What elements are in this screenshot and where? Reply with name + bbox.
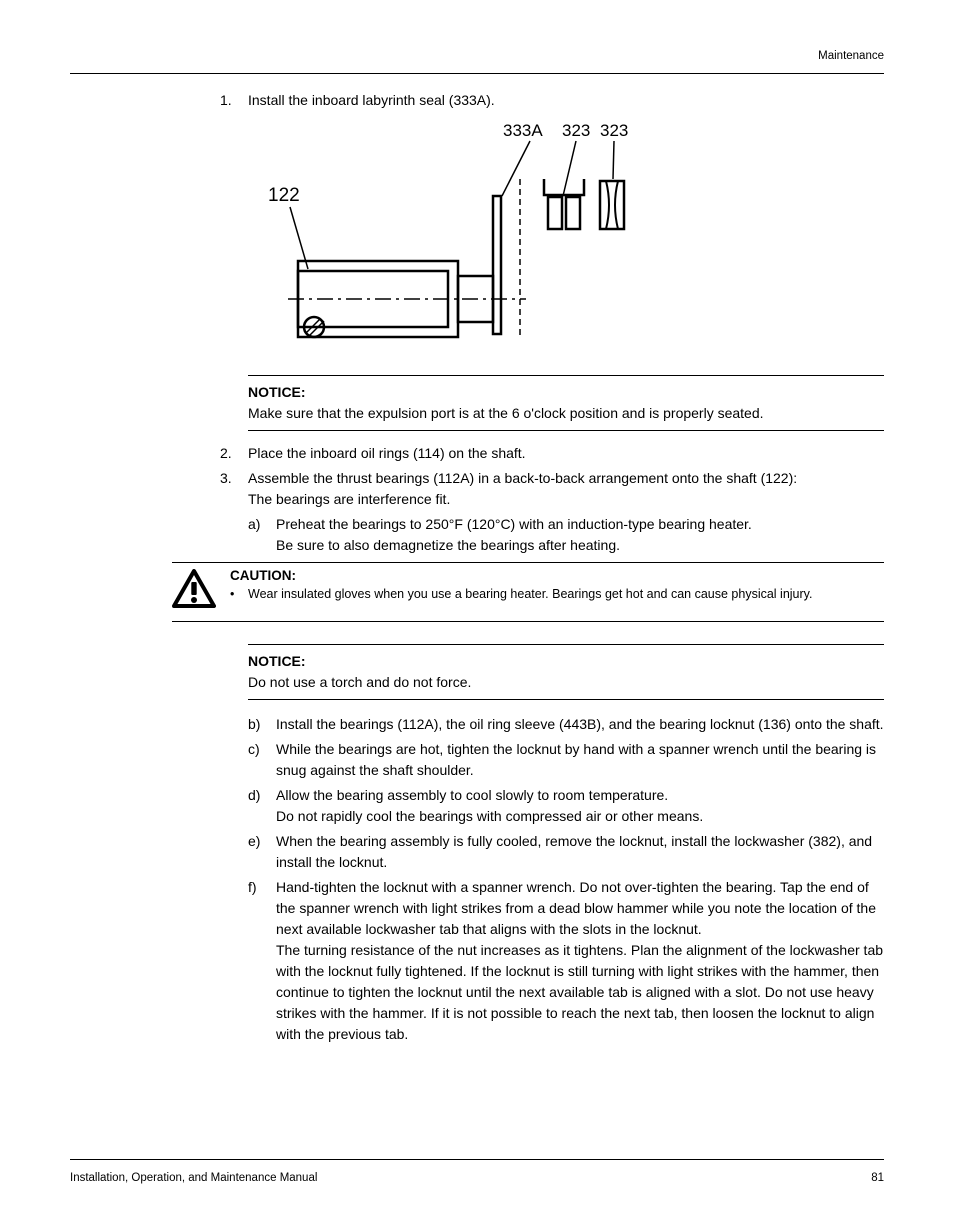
caution-bullet-text: Wear insulated gloves when you use a bea… [248,586,812,604]
step-3-body: Assemble the thrust bearings (112A) in a… [248,468,884,510]
step-3a-letter: a) [248,514,276,556]
step-3c-letter: c) [248,739,276,781]
step-3c: c) While the bearings are hot, tighten t… [248,739,884,781]
diagram-label-323-1: 323 [562,121,590,140]
footer-page-number: 81 [871,1170,884,1187]
step-3c-text: While the bearings are hot, tighten the … [276,739,884,781]
notice-torch: NOTICE: Do not use a torch and do not fo… [248,644,884,700]
notice-1-title: NOTICE: [248,382,884,403]
step-3-text2: The bearings are interference fit. [248,489,884,510]
diagram-label-122: 122 [268,185,300,206]
step-3f: f) Hand-tighten the locknut with a spann… [248,877,884,1045]
notice-1-text: Make sure that the expulsion port is at … [248,403,884,424]
caution-block: CAUTION: • Wear insulated gloves when yo… [172,562,884,622]
step-3d-text2: Do not rapidly cool the bearings with co… [276,806,884,827]
step-3b-letter: b) [248,714,276,735]
step-3a-text2: Be sure to also demagnetize the bearings… [276,535,884,556]
caution-title: CAUTION: [230,567,884,586]
caution-text: CAUTION: • Wear insulated gloves when yo… [230,567,884,603]
step-3: 3. Assemble the thrust bearings (112A) i… [220,468,884,510]
step-1-text: Install the inboard labyrinth seal (333A… [248,90,884,111]
step-1: 1. Install the inboard labyrinth seal (3… [220,90,884,111]
step-2-num: 2. [220,443,248,464]
notice-2-title: NOTICE: [248,651,884,672]
header-text: Maintenance [818,50,884,62]
step-3-text1: Assemble the thrust bearings (112A) in a… [248,468,884,489]
step-3a-body: Preheat the bearings to 250°F (120°C) wi… [276,514,884,556]
step-3a-text1: Preheat the bearings to 250°F (120°C) wi… [276,514,884,535]
footer-left: Installation, Operation, and Maintenance… [70,1170,317,1187]
step-1-num: 1. [220,90,248,111]
notice-2-text: Do not use a torch and do not force. [248,672,884,693]
step-3d-body: Allow the bearing assembly to cool slowl… [276,785,884,827]
step-3b: b) Install the bearings (112A), the oil … [248,714,884,735]
step-3b-text: Install the bearings (112A), the oil rin… [276,714,884,735]
main-content: 1. Install the inboard labyrinth seal (3… [220,90,884,1045]
step-3-num: 3. [220,468,248,510]
diagram-shaft-seal: 333A 323 323 122 [248,121,884,357]
notice-expulsion-port: NOTICE: Make sure that the expulsion por… [248,375,884,431]
diagram-label-323-2: 323 [600,121,628,140]
step-3d: d) Allow the bearing assembly to cool sl… [248,785,884,827]
caution-bullet-row: • Wear insulated gloves when you use a b… [230,586,884,604]
step-3f-letter: f) [248,877,276,1045]
caution-bullet: • [230,586,248,604]
step-3f-text1: Hand-tighten the locknut with a spanner … [276,877,884,940]
step-3a: a) Preheat the bearings to 250°F (120°C)… [248,514,884,556]
step-3d-letter: d) [248,785,276,827]
step-3f-text2: The turning resistance of the nut increa… [276,940,884,1045]
step-3d-text1: Allow the bearing assembly to cool slowl… [276,785,884,806]
warning-icon [172,569,216,615]
diagram-label-333a: 333A [503,121,543,140]
step-2-text: Place the inboard oil rings (114) on the… [248,443,884,464]
step-3e-text: When the bearing assembly is fully coole… [276,831,884,873]
step-3e: e) When the bearing assembly is fully co… [248,831,884,873]
step-3f-body: Hand-tighten the locknut with a spanner … [276,877,884,1045]
header-section: Maintenance [70,48,884,74]
step-3e-letter: e) [248,831,276,873]
footer: Installation, Operation, and Maintenance… [70,1159,884,1187]
step-2: 2. Place the inboard oil rings (114) on … [220,443,884,464]
